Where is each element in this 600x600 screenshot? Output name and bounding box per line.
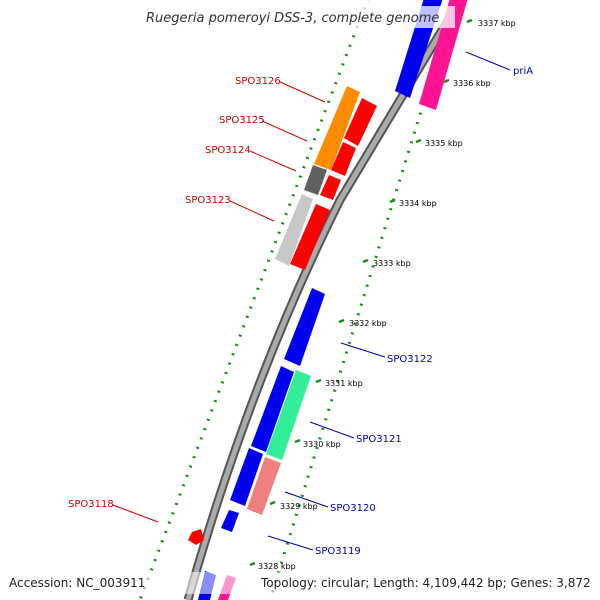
gene-spo3120[interactable] xyxy=(247,457,281,515)
label-spo3125[interactable]: SPO3125 xyxy=(219,115,265,126)
kbp-label-3329: 3329 kbp xyxy=(280,502,318,511)
label-pria[interactable]: priA xyxy=(513,66,533,77)
gene-spo3122[interactable] xyxy=(284,288,325,366)
gene-blue-inner-2[interactable] xyxy=(230,448,263,506)
label-spo3120[interactable]: SPO3120 xyxy=(330,503,376,514)
kbp-label-3334: 3334 kbp xyxy=(399,199,437,208)
gene-spo3124[interactable] xyxy=(304,165,327,195)
label-spo3122[interactable]: SPO3122 xyxy=(387,354,433,365)
inner-tick-ring xyxy=(138,0,369,600)
kbp-label-3333: 3333 kbp xyxy=(373,259,411,268)
gene-spo3119[interactable] xyxy=(221,510,239,532)
kbp-label-3335: 3335 kbp xyxy=(425,139,463,148)
gene-spo3126[interactable] xyxy=(314,86,360,170)
genome-summary-text: Topology: circular; Length: 4,109,442 bp… xyxy=(260,576,591,590)
gene-red-4[interactable] xyxy=(290,204,330,270)
label-spo3126[interactable]: SPO3126 xyxy=(235,76,281,87)
gene-pink-top[interactable] xyxy=(419,0,468,110)
kbp-label-3328: 3328 kbp xyxy=(258,562,296,571)
kbp-label-3332: 3332 kbp xyxy=(349,319,387,328)
leader-lines-red xyxy=(112,81,326,523)
accession-text: Accession: NC_003911 xyxy=(9,576,145,590)
title-backdrop xyxy=(140,6,455,28)
footer-backdrop xyxy=(0,572,600,594)
label-spo3119[interactable]: SPO3119 xyxy=(315,546,361,557)
leader-lines-blue xyxy=(267,51,511,551)
kbp-label-3331: 3331 kbp xyxy=(325,379,363,388)
kbp-label-3336: 3336 kbp xyxy=(453,79,491,88)
major-ticks xyxy=(249,18,473,567)
label-spo3121[interactable]: SPO3121 xyxy=(356,434,402,445)
gene-red-3[interactable] xyxy=(320,175,341,200)
label-spo3118[interactable]: SPO3118 xyxy=(68,499,114,510)
gene-spo3118[interactable] xyxy=(188,529,204,545)
genome-backbone xyxy=(183,0,466,600)
label-spo3124[interactable]: SPO3124 xyxy=(205,145,251,156)
gene-spo3123[interactable] xyxy=(275,194,313,266)
gene-spo3125[interactable] xyxy=(344,98,377,146)
kbp-label-3330: 3330 kbp xyxy=(303,440,341,449)
map-title: Ruegeria pomeroyi DSS-3, complete genome xyxy=(146,11,439,26)
gene-red-2[interactable] xyxy=(331,142,356,176)
gene-blue-inner-1[interactable] xyxy=(251,366,294,452)
kbp-label-3337: 3337 kbp xyxy=(478,19,516,28)
gene-spo3121[interactable] xyxy=(266,370,311,460)
label-spo3123[interactable]: SPO3123 xyxy=(185,195,231,206)
